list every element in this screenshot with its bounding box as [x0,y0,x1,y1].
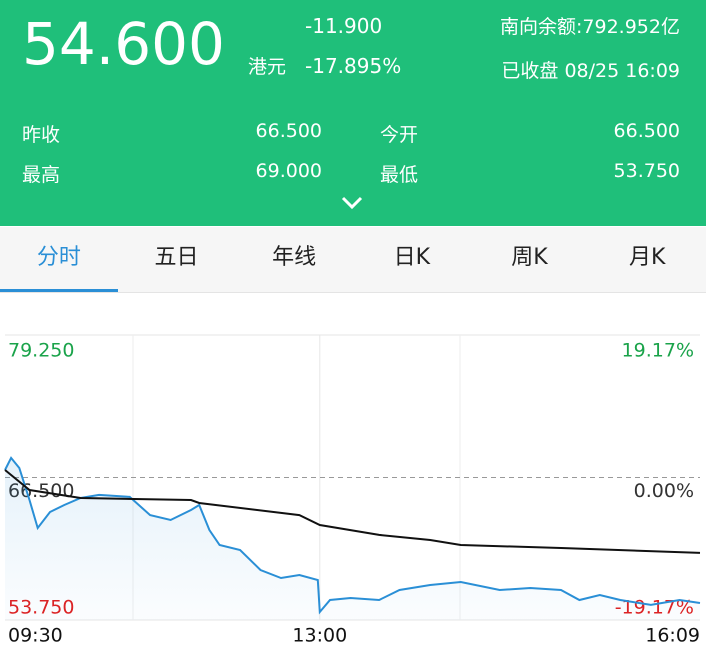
x-tick-label: 13:00 [292,625,347,647]
tab[interactable]: 月K [628,245,666,270]
y2-tick-label: 19.17% [622,340,694,362]
status: 已收盘 08/25 16:09 [501,60,680,82]
intraday-chart: 09:3013:0016:0979.25066.50053.75019.17%0… [4,334,701,647]
stat-label: 今开 [380,124,419,146]
change-pct: -17.895% [305,54,402,78]
y2-tick-label: 0.00% [634,480,694,502]
quote-header: 54.600 港元 -11.900 -17.895% 南向余额:792.952亿… [0,0,706,226]
tab[interactable]: 五日 [154,245,199,270]
tab[interactable]: 分时 [0,227,118,292]
stat-label: 最高 [22,164,61,186]
stat-value: 53.750 [613,160,680,182]
expand-chevron[interactable] [340,195,364,211]
tab[interactable]: 日K [393,245,431,270]
stat-label: 最低 [380,164,419,186]
price-area [5,457,700,620]
tab-bar: 分时 五日 年线 日K 周K 月K [0,227,706,293]
average-line [4,469,701,554]
y-tick-label: 79.250 [8,340,74,362]
stat-label: 昨收 [22,124,61,146]
x-tick-label: 09:30 [8,625,63,647]
price-line [4,456,701,615]
x-tick-label: 16:09 [645,625,700,647]
tab[interactable]: 周K [511,245,548,270]
tab[interactable]: 年线 [272,245,317,270]
stat-value: 66.500 [255,120,322,142]
stat-value: 69.000 [255,160,322,182]
stat-value: 66.500 [613,120,680,142]
southbound: 南向余额:792.952亿 [500,16,680,38]
change: -11.900 [305,14,383,38]
price: 54.600 [22,10,225,78]
unit: 港元 [248,56,287,78]
